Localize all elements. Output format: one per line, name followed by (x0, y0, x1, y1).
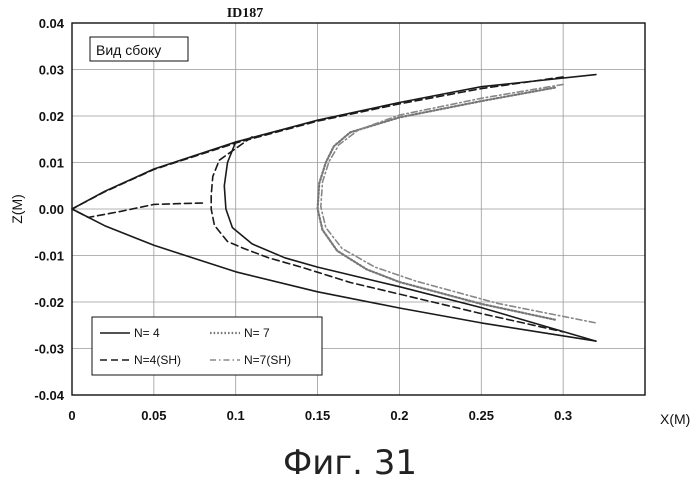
y-tick-label: 0.00 (39, 202, 64, 217)
x-tick-label: 0.2 (390, 408, 408, 423)
y-tick-labels: 0.04 0.03 0.02 0.01 0.00 -0.01 -0.02 -0.03 -0.04 (34, 16, 64, 403)
series-line-1 (71, 73, 597, 342)
y-tick-label: -0.04 (34, 388, 64, 403)
series-line-4 (320, 83, 597, 324)
legend-label: N= 7 (244, 326, 270, 340)
series-line-6 (210, 136, 564, 333)
y-tick-label: -0.02 (34, 295, 64, 310)
y-tick-label: 0.04 (39, 16, 65, 31)
y-axis-label: Z(M) (9, 194, 25, 224)
x-tick-labels: 0 0.05 0.1 0.15 0.2 0.25 0.3 (68, 408, 572, 423)
y-tick-label: 0.03 (39, 63, 64, 78)
series-line-3 (316, 86, 557, 321)
series-lines (71, 73, 597, 342)
y-tick-label: -0.03 (34, 342, 64, 357)
x-tick-label: 0.3 (554, 408, 572, 423)
legend-box (91, 316, 323, 376)
chart-title: ID187 (227, 6, 264, 21)
inset-label-box: Вид сбоку (89, 36, 189, 62)
x-tick-label: 0.1 (227, 408, 245, 423)
legend-label: N=7(SH) (244, 353, 291, 367)
legend-label: N= 4 (134, 326, 160, 340)
gridlines (71, 22, 645, 396)
x-tick-label: 0.05 (141, 408, 166, 423)
y-tick-label: 0.01 (39, 156, 64, 171)
figure-caption: Фиг. 31 (283, 443, 417, 481)
y-tick-label: 0.02 (39, 109, 64, 124)
series-line-2 (71, 76, 564, 219)
legend-label: N=4(SH) (134, 353, 181, 367)
y-tick-label: -0.01 (34, 249, 64, 264)
series-line-5 (223, 141, 597, 342)
x-axis-label: X(M) (660, 411, 690, 427)
inset-label: Вид сбоку (96, 42, 161, 58)
x-tick-label: 0.15 (305, 408, 330, 423)
legend: N= 4 N= 7 N=4(SH) N=7(SH) (91, 316, 323, 376)
x-tick-label: 0.25 (469, 408, 494, 423)
x-tick-label: 0 (68, 408, 75, 423)
